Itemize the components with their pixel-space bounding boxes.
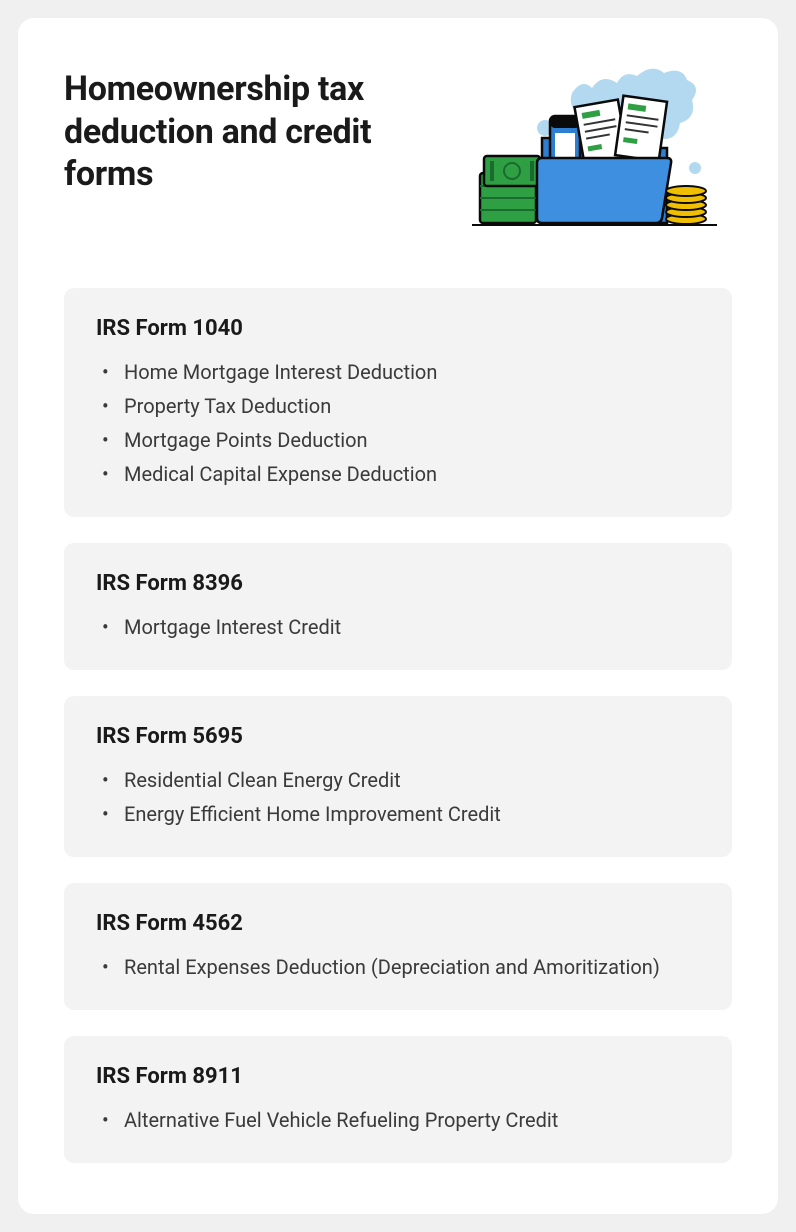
list-item: Property Tax Deduction xyxy=(102,389,700,423)
sections-container: IRS Form 1040 Home Mortgage Interest Dedu… xyxy=(64,288,732,1163)
section-heading: IRS Form 5695 xyxy=(96,724,700,749)
section-heading: IRS Form 1040 xyxy=(96,316,700,341)
section-list: Mortgage Interest Credit xyxy=(96,610,700,644)
list-item: Home Mortgage Interest Deduction xyxy=(102,355,700,389)
list-item: Mortgage Interest Credit xyxy=(102,610,700,644)
form-section: IRS Form 8396 Mortgage Interest Credit xyxy=(64,543,732,670)
page-title: Homeownership tax deduction and credit f… xyxy=(64,68,442,196)
section-list: Residential Clean Energy CreditEnergy Ef… xyxy=(96,763,700,831)
list-item: Medical Capital Expense Deduction xyxy=(102,457,700,491)
list-item: Residential Clean Energy Credit xyxy=(102,763,700,797)
folder-documents-illustration xyxy=(442,68,732,248)
section-list: Alternative Fuel Vehicle Refueling Prope… xyxy=(96,1103,700,1137)
section-list: Home Mortgage Interest DeductionProperty… xyxy=(96,355,700,491)
list-item: Mortgage Points Deduction xyxy=(102,423,700,457)
list-item: Alternative Fuel Vehicle Refueling Prope… xyxy=(102,1103,700,1137)
section-list: Rental Expenses Deduction (Depreciation … xyxy=(96,950,700,984)
form-section: IRS Form 5695 Residential Clean Energy Cr… xyxy=(64,696,732,857)
section-heading: IRS Form 8396 xyxy=(96,571,700,596)
card-header: Homeownership tax deduction and credit f… xyxy=(64,68,732,248)
section-heading: IRS Form 4562 xyxy=(96,911,700,936)
info-card: Homeownership tax deduction and credit f… xyxy=(18,18,778,1214)
list-item: Rental Expenses Deduction (Depreciation … xyxy=(102,950,700,984)
section-heading: IRS Form 8911 xyxy=(96,1064,700,1089)
form-section: IRS Form 8911 Alternative Fuel Vehicle Re… xyxy=(64,1036,732,1163)
form-section: IRS Form 4562 Rental Expenses Deduction (… xyxy=(64,883,732,1010)
form-section: IRS Form 1040 Home Mortgage Interest Dedu… xyxy=(64,288,732,517)
list-item: Energy Efficient Home Improvement Credit xyxy=(102,797,700,831)
